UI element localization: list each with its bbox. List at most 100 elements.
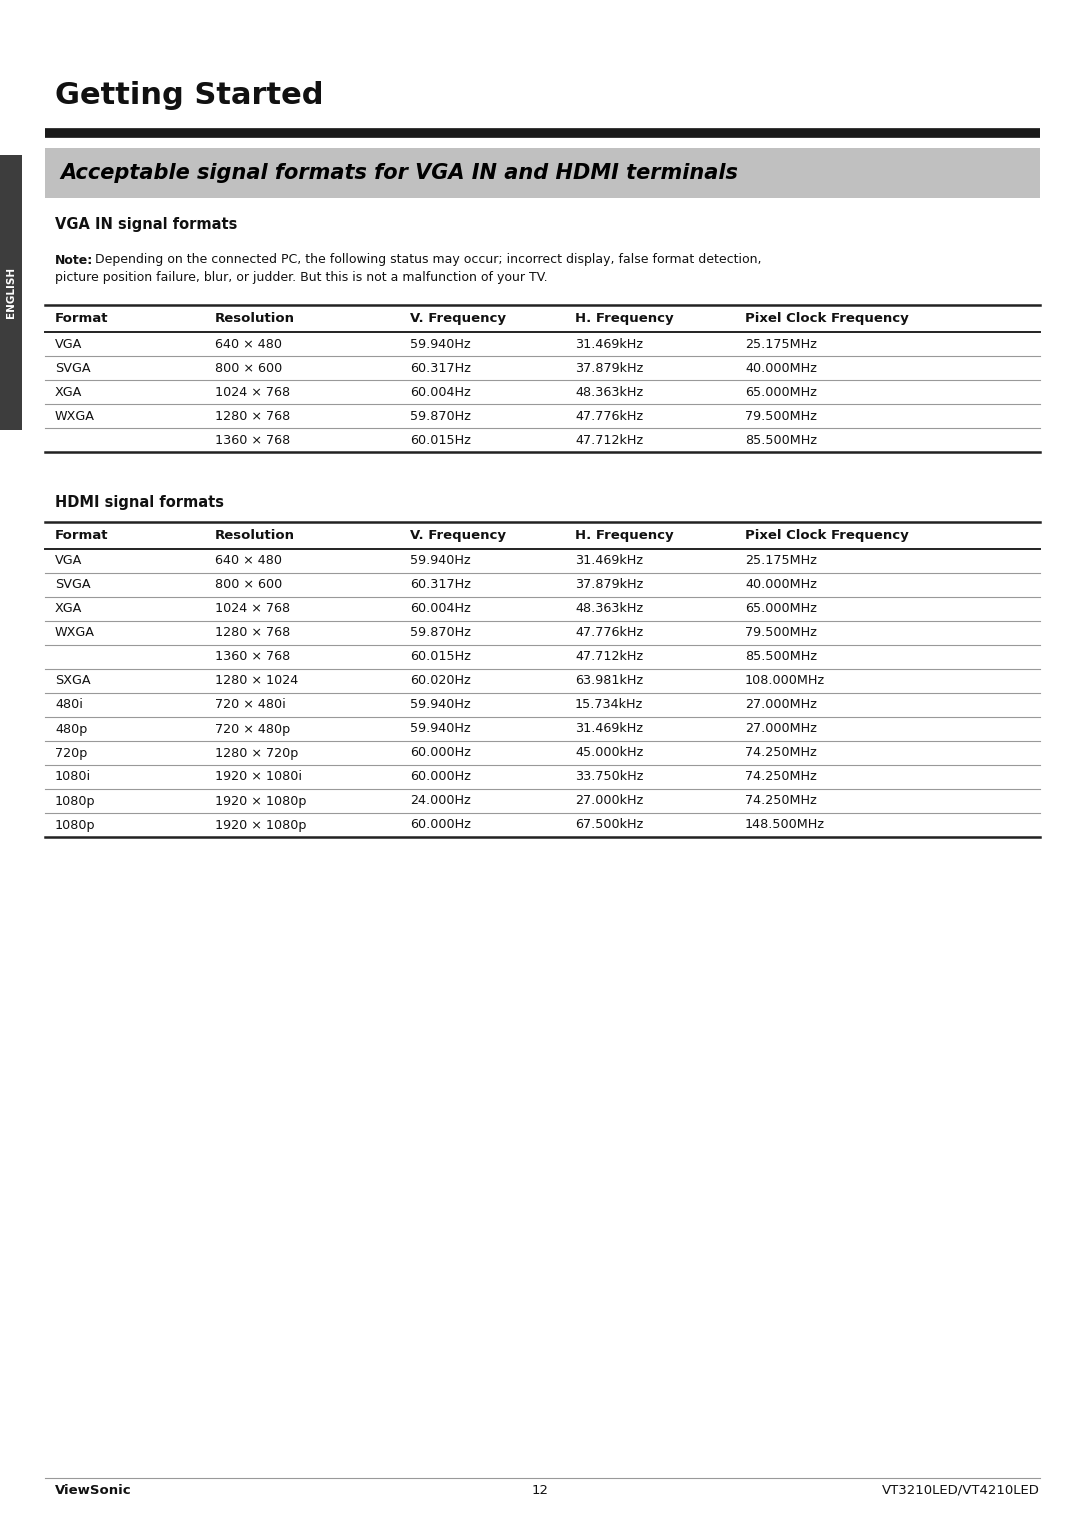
Text: 74.250MHz: 74.250MHz — [745, 794, 816, 808]
Text: 1280 × 720p: 1280 × 720p — [215, 747, 298, 759]
Text: 85.500MHz: 85.500MHz — [745, 651, 816, 663]
Text: 45.000kHz: 45.000kHz — [575, 747, 644, 759]
Text: 800 × 600: 800 × 600 — [215, 579, 282, 591]
Text: 27.000MHz: 27.000MHz — [745, 722, 816, 736]
Text: 59.940Hz: 59.940Hz — [410, 698, 471, 712]
Text: V. Frequency: V. Frequency — [410, 312, 507, 325]
Text: 640 × 480: 640 × 480 — [215, 337, 282, 351]
Text: 27.000MHz: 27.000MHz — [745, 698, 816, 712]
FancyBboxPatch shape — [45, 148, 1040, 198]
Text: 60.004Hz: 60.004Hz — [410, 386, 471, 398]
Text: 60.015Hz: 60.015Hz — [410, 433, 471, 447]
Text: VT3210LED/VT4210LED: VT3210LED/VT4210LED — [882, 1483, 1040, 1497]
Text: 40.000MHz: 40.000MHz — [745, 579, 816, 591]
Text: 79.500MHz: 79.500MHz — [745, 626, 816, 640]
Text: 1024 × 768: 1024 × 768 — [215, 386, 291, 398]
Text: 40.000MHz: 40.000MHz — [745, 361, 816, 375]
Text: Depending on the connected PC, the following status may occur; incorrect display: Depending on the connected PC, the follo… — [91, 253, 761, 267]
Text: 48.363kHz: 48.363kHz — [575, 602, 643, 616]
Text: VGA: VGA — [55, 555, 82, 567]
Text: 60.317Hz: 60.317Hz — [410, 579, 471, 591]
Text: 60.000Hz: 60.000Hz — [410, 771, 471, 783]
Text: 148.500MHz: 148.500MHz — [745, 818, 825, 832]
Text: 59.940Hz: 59.940Hz — [410, 337, 471, 351]
Text: 1280 × 768: 1280 × 768 — [215, 410, 291, 422]
Text: 108.000MHz: 108.000MHz — [745, 675, 825, 687]
Text: 63.981kHz: 63.981kHz — [575, 675, 643, 687]
Text: XGA: XGA — [55, 602, 82, 616]
Text: WXGA: WXGA — [55, 410, 95, 422]
Text: 65.000MHz: 65.000MHz — [745, 602, 816, 616]
Text: 79.500MHz: 79.500MHz — [745, 410, 816, 422]
Text: 1280 × 1024: 1280 × 1024 — [215, 675, 298, 687]
Text: 60.004Hz: 60.004Hz — [410, 602, 471, 616]
Text: 1080i: 1080i — [55, 771, 91, 783]
Text: 25.175MHz: 25.175MHz — [745, 555, 816, 567]
Text: 37.879kHz: 37.879kHz — [575, 579, 644, 591]
Text: 1360 × 768: 1360 × 768 — [215, 651, 291, 663]
Text: 60.015Hz: 60.015Hz — [410, 651, 471, 663]
Text: 720p: 720p — [55, 747, 87, 759]
Text: 47.776kHz: 47.776kHz — [575, 410, 643, 422]
FancyBboxPatch shape — [0, 155, 22, 430]
Text: 1080p: 1080p — [55, 818, 96, 832]
Text: picture position failure, blur, or judder. But this is not a malfunction of your: picture position failure, blur, or judde… — [55, 271, 548, 285]
Text: Note:: Note: — [55, 253, 93, 267]
Text: 60.000Hz: 60.000Hz — [410, 818, 471, 832]
Text: Pixel Clock Frequency: Pixel Clock Frequency — [745, 312, 908, 325]
Text: VGA IN signal formats: VGA IN signal formats — [55, 218, 238, 233]
Text: 47.712kHz: 47.712kHz — [575, 433, 643, 447]
Text: 640 × 480: 640 × 480 — [215, 555, 282, 567]
Text: Format: Format — [55, 312, 108, 325]
Text: 59.870Hz: 59.870Hz — [410, 410, 471, 422]
Text: 31.469kHz: 31.469kHz — [575, 722, 643, 736]
Text: 1920 × 1080i: 1920 × 1080i — [215, 771, 302, 783]
Text: 33.750kHz: 33.750kHz — [575, 771, 644, 783]
Text: 15.734kHz: 15.734kHz — [575, 698, 644, 712]
Text: SVGA: SVGA — [55, 361, 91, 375]
Text: 480p: 480p — [55, 722, 87, 736]
Text: 12: 12 — [531, 1483, 549, 1497]
Text: 74.250MHz: 74.250MHz — [745, 747, 816, 759]
Text: 1280 × 768: 1280 × 768 — [215, 626, 291, 640]
Text: 1920 × 1080p: 1920 × 1080p — [215, 818, 307, 832]
Text: 48.363kHz: 48.363kHz — [575, 386, 643, 398]
Text: 25.175MHz: 25.175MHz — [745, 337, 816, 351]
Text: 800 × 600: 800 × 600 — [215, 361, 282, 375]
Text: 59.940Hz: 59.940Hz — [410, 555, 471, 567]
Text: 1360 × 768: 1360 × 768 — [215, 433, 291, 447]
Text: HDMI signal formats: HDMI signal formats — [55, 494, 224, 509]
Text: 480i: 480i — [55, 698, 83, 712]
Text: 37.879kHz: 37.879kHz — [575, 361, 644, 375]
Text: 59.870Hz: 59.870Hz — [410, 626, 471, 640]
Text: 31.469kHz: 31.469kHz — [575, 337, 643, 351]
Text: WXGA: WXGA — [55, 626, 95, 640]
Text: VGA: VGA — [55, 337, 82, 351]
Text: H. Frequency: H. Frequency — [575, 529, 674, 543]
Text: 1080p: 1080p — [55, 794, 96, 808]
Text: SVGA: SVGA — [55, 579, 91, 591]
Text: 60.000Hz: 60.000Hz — [410, 747, 471, 759]
Text: 47.776kHz: 47.776kHz — [575, 626, 643, 640]
Text: H. Frequency: H. Frequency — [575, 312, 674, 325]
Text: Resolution: Resolution — [215, 529, 295, 543]
Text: 74.250MHz: 74.250MHz — [745, 771, 816, 783]
Text: 720 × 480i: 720 × 480i — [215, 698, 286, 712]
Text: V. Frequency: V. Frequency — [410, 529, 507, 543]
Text: 1024 × 768: 1024 × 768 — [215, 602, 291, 616]
Text: 65.000MHz: 65.000MHz — [745, 386, 816, 398]
Text: 85.500MHz: 85.500MHz — [745, 433, 816, 447]
Text: SXGA: SXGA — [55, 675, 91, 687]
Text: 47.712kHz: 47.712kHz — [575, 651, 643, 663]
Text: 59.940Hz: 59.940Hz — [410, 722, 471, 736]
Text: Getting Started: Getting Started — [55, 81, 324, 110]
Text: 27.000kHz: 27.000kHz — [575, 794, 644, 808]
Text: 1920 × 1080p: 1920 × 1080p — [215, 794, 307, 808]
Text: Resolution: Resolution — [215, 312, 295, 325]
Text: 720 × 480p: 720 × 480p — [215, 722, 291, 736]
Text: 67.500kHz: 67.500kHz — [575, 818, 644, 832]
Text: XGA: XGA — [55, 386, 82, 398]
Text: 24.000Hz: 24.000Hz — [410, 794, 471, 808]
Text: 31.469kHz: 31.469kHz — [575, 555, 643, 567]
Text: Pixel Clock Frequency: Pixel Clock Frequency — [745, 529, 908, 543]
